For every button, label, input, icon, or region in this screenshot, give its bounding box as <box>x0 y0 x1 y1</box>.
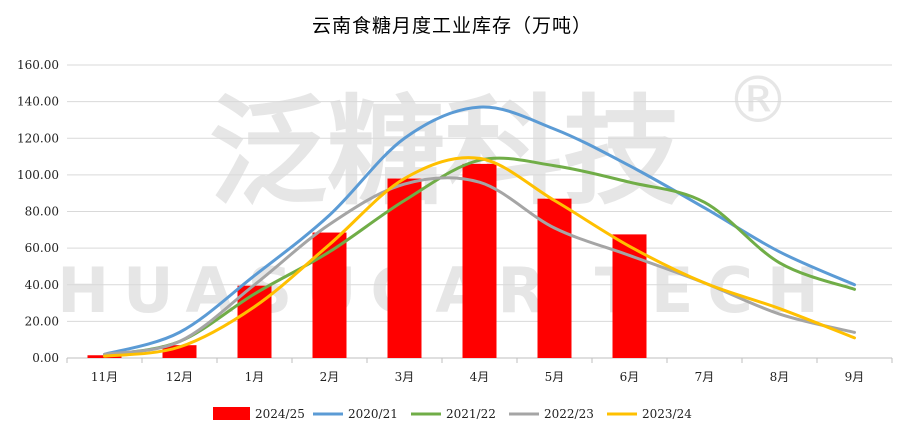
y-tick-label: 20.00 <box>25 314 59 328</box>
x-tick-label: 6月 <box>620 370 640 384</box>
x-tick-label: 4月 <box>470 370 490 384</box>
y-tick-label: 120.00 <box>17 131 59 145</box>
series-line <box>103 156 856 357</box>
x-tick-label: 5月 <box>545 370 565 384</box>
x-axis: 11月 12月 1月 2月 3月 4月 5月 6月 7月 8月 9月 <box>66 358 893 384</box>
series-line <box>103 156 856 358</box>
legend-swatch <box>213 407 250 420</box>
legend: 2024/25 2020/21 2021/22 2022/23 2023/24 <box>213 407 692 421</box>
legend-label: 2020/21 <box>348 407 398 421</box>
x-tick-label: 8月 <box>770 370 790 384</box>
y-tick-label: 100.00 <box>17 168 59 182</box>
line-series <box>103 105 856 358</box>
x-tick-label: 9月 <box>845 370 865 384</box>
watermark-text: 泛糖科技 <box>209 83 681 221</box>
x-tick-label: 2月 <box>320 370 340 384</box>
legend-label: 2021/22 <box>446 407 496 421</box>
y-tick-label: 80.00 <box>25 205 59 219</box>
x-tick-label: 7月 <box>695 370 715 384</box>
bar <box>462 163 497 358</box>
y-tick-label: 0.00 <box>32 351 59 365</box>
x-tick-label: 12月 <box>166 370 193 384</box>
bar <box>387 178 422 358</box>
x-tick-label: 3月 <box>395 370 415 384</box>
bar <box>537 198 572 358</box>
y-tick-label: 60.00 <box>25 241 59 255</box>
legend-label: 2022/23 <box>544 407 594 421</box>
chart-title: 云南食糖月度工业库存（万吨） <box>312 15 592 37</box>
series-line <box>103 105 856 356</box>
legend-label: 2024/25 <box>255 407 305 421</box>
x-tick-label: 1月 <box>245 370 265 384</box>
legend-label: 2023/24 <box>642 407 692 421</box>
y-axis: 0.00 20.00 40.00 60.00 80.00 100.00 120.00 140.… <box>17 58 59 365</box>
watermark-subtext: HUASUGAR TECH <box>57 254 833 327</box>
y-tick-label: 40.00 <box>25 278 59 292</box>
watermark-registered-mark: ® <box>726 64 790 138</box>
x-tick-label: 11月 <box>91 370 118 384</box>
y-tick-label: 160.00 <box>17 58 59 72</box>
y-tick-label: 140.00 <box>17 95 59 109</box>
